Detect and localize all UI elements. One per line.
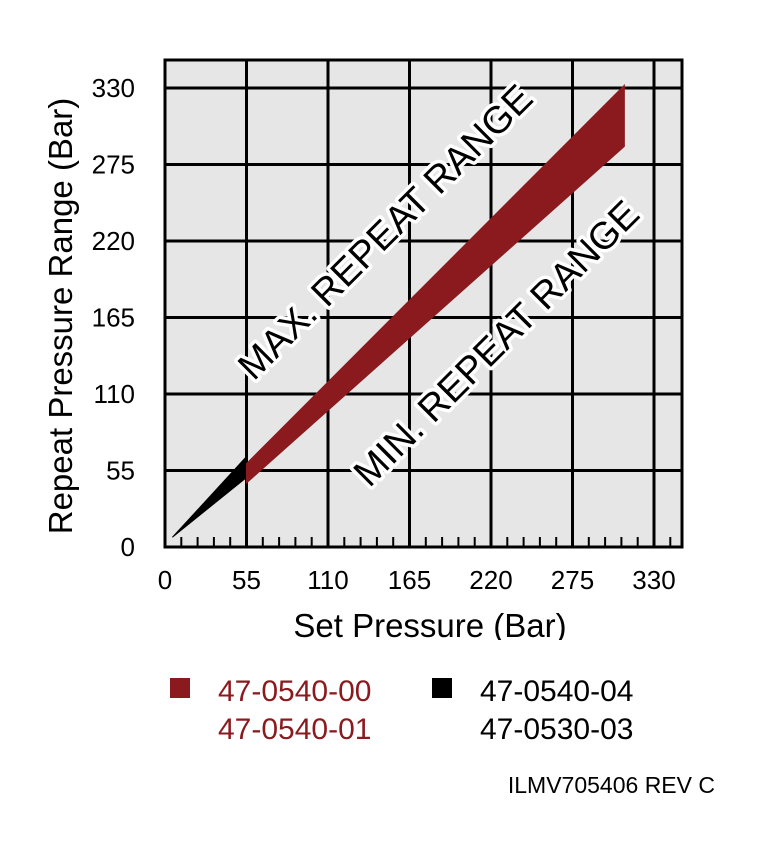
legend-swatch-red [170,678,190,698]
y-tick-label: 165 [92,303,135,333]
x-tick-label: 220 [469,565,512,595]
x-tick-label: 330 [632,565,675,595]
y-tick-label: 275 [92,150,135,180]
legend-label: 47-0530-03 [480,713,634,746]
document-reference: ILMV705406 REV C [507,772,715,798]
x-tick-label: 55 [232,565,261,595]
x-tick-label: 0 [158,565,172,595]
x-tick-label: 275 [551,565,594,595]
legend-black-group: 47-0540-04 47-0530-03 [480,673,633,749]
legend-label: 47-0540-00 [218,675,372,708]
legend-swatch-black [432,678,452,698]
legend-red-group: 47-0540-00 47-0540-01 [218,673,371,749]
x-axis-title: Set Pressure (Bar) [293,607,566,640]
legend-label: 47-0540-01 [218,713,372,746]
x-tick-label: 110 [307,565,348,595]
minor-ticks [180,537,672,547]
legend-label: 47-0540-04 [480,675,634,708]
data-bands [172,84,625,538]
x-tick-label: 165 [388,565,431,595]
y-tick-label: 110 [94,379,135,409]
x-tick-labels: 0 55 110 165 220 275 330 [158,565,676,595]
y-tick-label: 0 [121,532,135,562]
series-band-red [246,84,625,485]
y-tick-label: 55 [106,456,135,486]
plot-frame [163,58,684,549]
y-tick-labels: 0 55 110 165 220 275 330 [92,73,135,562]
y-tick-label: 220 [92,226,135,256]
y-axis-title: Repeat Pressure Range (Bar) [42,98,79,535]
y-tick-label: 330 [92,73,135,103]
